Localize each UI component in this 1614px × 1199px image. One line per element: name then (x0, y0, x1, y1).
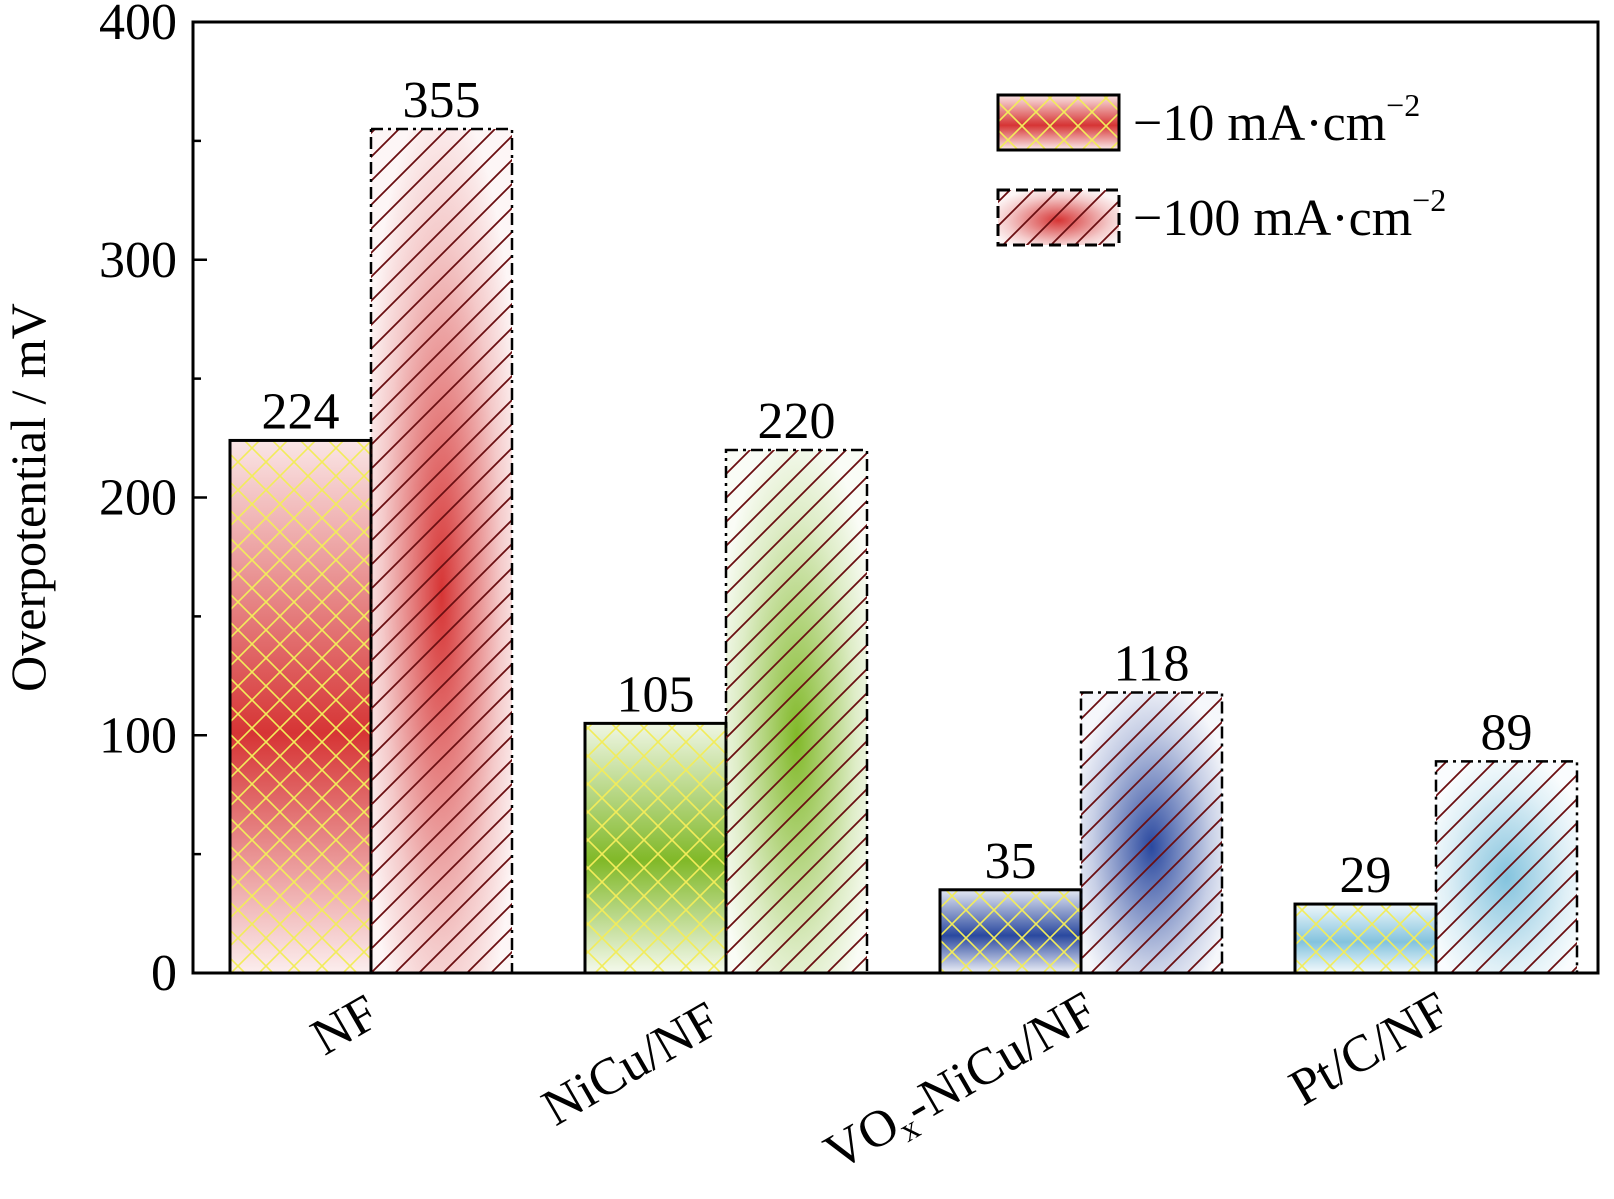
data-label-s1-c2: 118 (1113, 635, 1189, 692)
legend: −10 mA·cm−2−100 mA·cm−2 (996, 87, 1446, 247)
legend-swatch-1 (996, 188, 1121, 247)
bar-pattern-s1-c1 (726, 449, 867, 973)
data-label-s1-c0: 355 (403, 72, 481, 129)
legend-label-1: −100 mA·cm−2 (1133, 182, 1446, 247)
data-label-s1-c3: 89 (1481, 704, 1533, 761)
x-tick-label-text: NiCu/NF (533, 991, 729, 1137)
x-tick-label: Pt/C/NF (1280, 981, 1459, 1117)
data-label-s0-c3: 29 (1340, 847, 1392, 904)
x-tick-label: NF (302, 984, 388, 1067)
legend-swatch-pattern-1 (998, 190, 1119, 245)
x-tick-label-text: VO (815, 1095, 909, 1182)
bar-pattern-s0-c0 (230, 440, 371, 973)
y-tick-label: 100 (99, 707, 177, 764)
bar-pattern-s0-c1 (585, 723, 726, 973)
data-label-s0-c2: 35 (985, 833, 1037, 890)
legend-label-0: −10 mA·cm−2 (1133, 87, 1420, 152)
x-tick-label: NiCu/NF (533, 991, 729, 1137)
y-tick-label: 400 (99, 0, 177, 51)
data-label-s0-c1: 105 (617, 666, 695, 723)
bar-pattern-s1-c2 (1081, 692, 1222, 973)
data-label-s0-c0: 224 (262, 383, 340, 440)
bar-pattern-s0-c2 (940, 889, 1081, 973)
legend-label-superscript: −2 (1412, 182, 1446, 218)
legend-label-text: −10 mA·cm (1133, 95, 1386, 152)
bar-pattern-s1-c3 (1436, 761, 1577, 973)
legend-label-superscript: −2 (1386, 87, 1420, 123)
x-tick-label-text: Pt/C/NF (1280, 981, 1459, 1117)
data-label-s1-c1: 220 (758, 393, 836, 450)
legend-swatch-0 (996, 93, 1121, 152)
bar-pattern-s1-c0 (371, 128, 512, 974)
axes-group: 0 100 200 300 400 (99, 0, 1600, 1002)
legend-swatch-pattern-0 (998, 95, 1119, 150)
x-tick-label-text: NF (302, 984, 388, 1067)
legend-label-text: −100 mA·cm (1133, 190, 1412, 247)
y-axis-title: Overpotential / mV (0, 303, 56, 692)
y-tick-label: 200 (99, 470, 177, 527)
y-tick-label: 0 (151, 945, 177, 1002)
bar-pattern-s0-c3 (1295, 904, 1436, 973)
x-tick-label: VOx-NiCu/NF (815, 981, 1109, 1187)
bars-group (228, 127, 1579, 975)
x-tick-label-suffix: -NiCu/NF (895, 981, 1106, 1136)
y-tick-label: 300 (99, 232, 177, 289)
